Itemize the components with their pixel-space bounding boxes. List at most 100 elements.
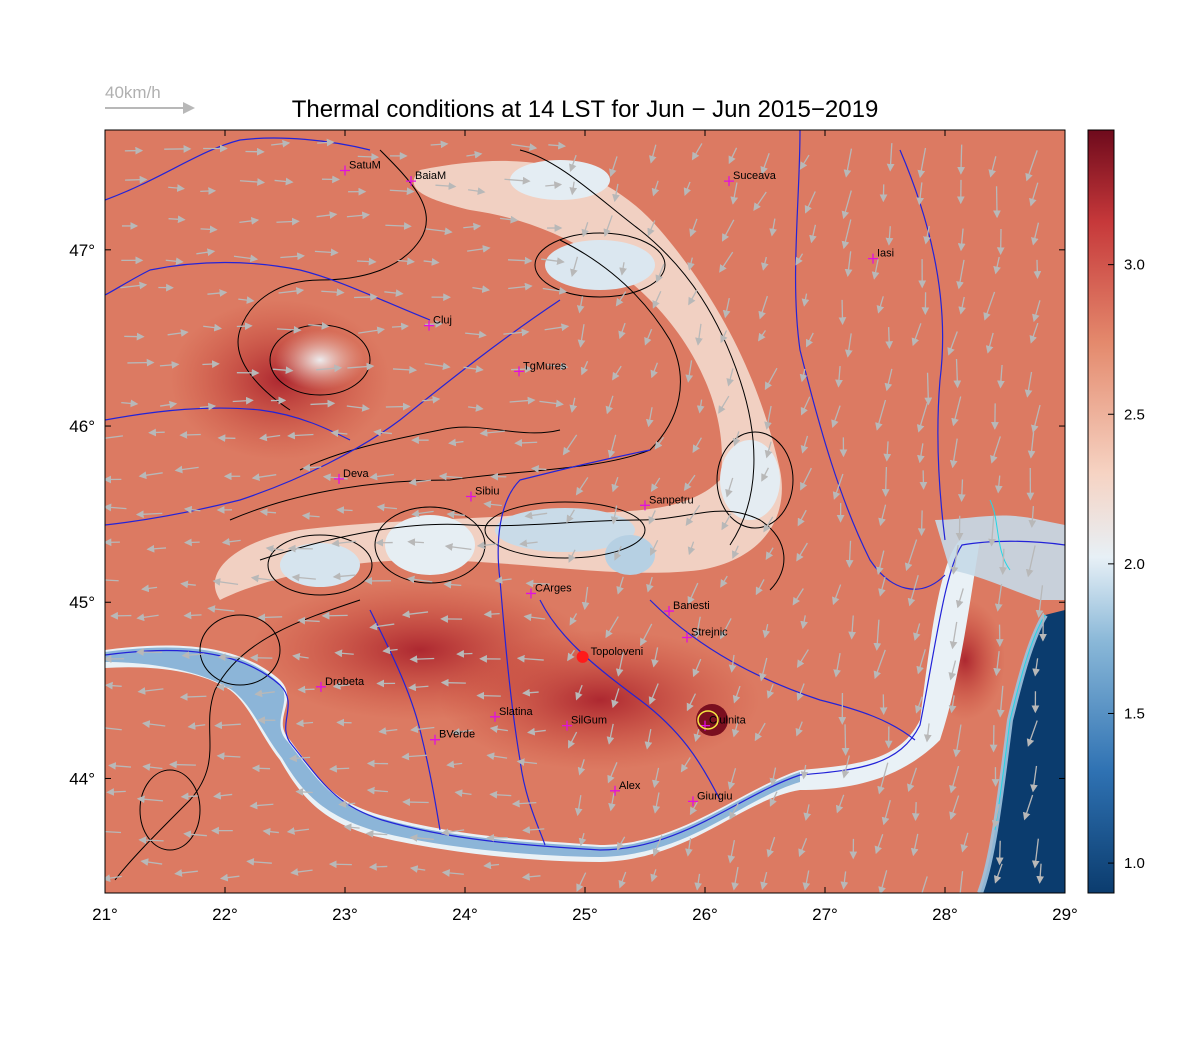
wind-arrow xyxy=(885,226,894,246)
wind-arrow xyxy=(316,211,338,219)
wind-arrow xyxy=(354,293,378,301)
wind-arrow xyxy=(766,684,775,699)
coastal-lines xyxy=(989,499,1046,831)
wind-arrow xyxy=(368,862,388,871)
wind-arrow xyxy=(765,547,774,560)
wind-arrow xyxy=(651,180,660,197)
city-label: Suceava xyxy=(733,170,777,182)
contour-loop xyxy=(139,769,201,851)
wind-arrow xyxy=(1029,182,1039,207)
wind-arrow xyxy=(444,543,472,551)
wind-arrow xyxy=(425,227,453,236)
wind-arrow xyxy=(408,683,429,692)
wind-arrow xyxy=(142,720,166,728)
wind-arrow xyxy=(913,623,921,641)
wind-arrow xyxy=(871,259,880,280)
wind-arrow xyxy=(577,759,586,776)
wind-arrow xyxy=(302,463,322,472)
wind-arrow xyxy=(645,407,654,428)
wind-arrow xyxy=(947,331,958,356)
wind-arrow xyxy=(615,651,624,677)
contour-line xyxy=(229,239,681,521)
cool-area-parang xyxy=(385,515,475,575)
wind-arrow xyxy=(835,794,845,814)
wind-arrow xyxy=(904,539,918,572)
wind-arrow xyxy=(683,181,692,196)
wind-arrow xyxy=(136,613,159,622)
wind-arrow xyxy=(516,758,538,767)
wind-arrow xyxy=(174,465,199,474)
wind-arrow xyxy=(577,324,586,348)
wind-arrow xyxy=(731,719,740,738)
wind-arrow xyxy=(454,789,472,798)
wind-arrow xyxy=(180,580,196,589)
wind-arrow xyxy=(917,876,928,893)
wind-arrow xyxy=(233,254,259,263)
wind-arrow xyxy=(467,245,491,253)
wind-arrow xyxy=(476,541,499,550)
danube-band-blue xyxy=(105,647,800,857)
wind-arrow xyxy=(876,296,885,314)
x-tick-label: 23° xyxy=(332,905,358,924)
wind-arrow xyxy=(357,257,377,266)
wind-arrow xyxy=(758,295,769,320)
x-tick-label: 24° xyxy=(452,905,478,924)
wind-arrow xyxy=(524,511,548,520)
wind-arrow xyxy=(438,472,463,481)
wind-arrow xyxy=(511,799,537,808)
wind-arrow xyxy=(721,219,735,242)
wind-arrow xyxy=(212,578,239,586)
wind-arrow xyxy=(575,684,583,701)
wind-arrow xyxy=(384,289,404,297)
wind-arrow xyxy=(762,624,771,639)
contour-loop xyxy=(484,501,646,559)
y-tick-label: 46° xyxy=(69,417,95,436)
wind-arrow xyxy=(569,154,577,173)
wind-arrow xyxy=(580,360,589,376)
city-marker xyxy=(664,606,674,617)
contour-loop xyxy=(269,324,371,396)
wind-arrow xyxy=(878,504,887,527)
wind-arrow xyxy=(321,288,345,297)
wind-arrow xyxy=(105,727,122,731)
wind-arrow xyxy=(199,402,217,411)
wind-arrow xyxy=(287,431,314,440)
wind-arrow xyxy=(878,576,886,597)
wind-arrow xyxy=(729,803,739,820)
wind-arrow xyxy=(809,224,817,244)
wind-arrow xyxy=(523,613,546,622)
wind-arrow xyxy=(310,399,336,408)
wind-arrow xyxy=(722,297,731,319)
wind-arrow xyxy=(841,219,852,250)
wind-arrow xyxy=(365,829,388,838)
wind-arrow xyxy=(650,869,658,883)
wind-arrow xyxy=(611,688,620,709)
coast-line xyxy=(994,614,1046,831)
city-marker xyxy=(490,711,500,722)
wind-arrow xyxy=(525,579,550,588)
wind-arrow xyxy=(165,257,184,266)
danube-delta xyxy=(935,515,1065,600)
colorbar-tick-label: 2.5 xyxy=(1124,406,1145,423)
wind-arrow xyxy=(508,282,533,291)
wind-arrow xyxy=(108,762,132,770)
city-marker xyxy=(430,734,440,745)
wind-arrow xyxy=(689,218,698,238)
wind-arrow xyxy=(692,658,702,678)
wind-arrow xyxy=(526,727,546,736)
wind-arrow xyxy=(1031,404,1041,433)
wind-arrow xyxy=(957,144,965,175)
wind-arrow xyxy=(1022,794,1034,821)
wind-arrow xyxy=(140,858,163,866)
wind-arrow xyxy=(799,154,810,170)
wind-arrow xyxy=(346,211,370,220)
wind-arrow xyxy=(997,364,1005,389)
wind-arrow xyxy=(957,479,966,503)
city-label: CArges xyxy=(535,582,572,594)
wind-arrow xyxy=(607,762,618,784)
wind-arrow xyxy=(334,649,354,658)
wind-arrow xyxy=(329,764,350,773)
wind-arrow xyxy=(200,187,217,195)
topoloveni-marker xyxy=(576,650,589,663)
city-marker xyxy=(316,681,326,692)
